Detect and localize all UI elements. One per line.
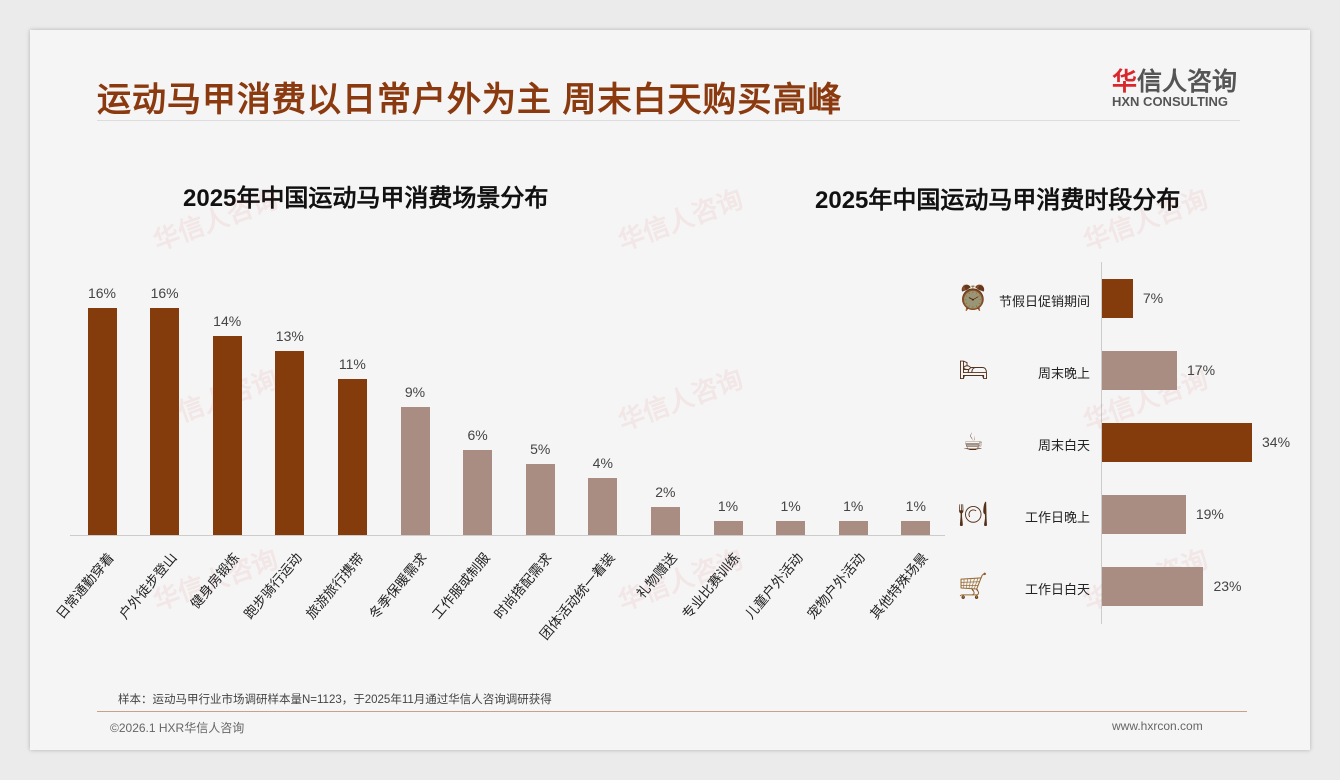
coffee-cup-icon: ☕ <box>962 429 984 456</box>
bar <box>212 336 242 535</box>
page-title: 运动马甲消费以日常户外为主 周末白天购买高峰 <box>97 81 843 119</box>
logo-subtitle: HXN CONSULTING <box>1112 94 1229 109</box>
bar <box>1102 423 1252 462</box>
logo-red-char: 华 <box>1112 68 1138 96</box>
data-label: 4% <box>592 455 613 472</box>
data-label: 1% <box>843 497 864 514</box>
bar <box>1102 351 1177 390</box>
y-axis <box>1101 262 1102 624</box>
dining-icon: 🍽 <box>958 501 989 528</box>
bar <box>776 520 806 535</box>
bar <box>400 407 430 535</box>
bar <box>1102 567 1204 606</box>
data-label: 5% <box>530 441 551 458</box>
data-label: 1% <box>780 497 801 514</box>
bar <box>901 520 931 535</box>
bar <box>1102 279 1133 318</box>
data-label: 13% <box>275 327 304 344</box>
slide <box>30 30 1310 750</box>
bar <box>150 308 180 535</box>
y-tick-label: 节假日促销期间 <box>998 294 1090 309</box>
data-label: 9% <box>404 384 426 401</box>
data-label: 14% <box>213 313 242 330</box>
bar <box>588 478 618 535</box>
bed-icon: 🛏 <box>958 357 989 384</box>
right-chart-title: 2025年中国运动马甲消费时段分布 <box>815 187 1181 214</box>
data-label: 23% <box>1213 578 1242 594</box>
data-label: 16% <box>87 285 117 301</box>
data-label: 19% <box>1195 506 1224 522</box>
footnote: 样本：运动马甲行业市场调研样本量N=1123，于2025年11月通过华信人咨询调… <box>118 694 552 706</box>
logo-text: 信人咨询 <box>1137 68 1238 96</box>
y-tick-label: 工作日白天 <box>1024 582 1090 597</box>
bar <box>650 506 680 535</box>
data-label: 7% <box>1142 290 1164 306</box>
data-label: 11% <box>338 355 366 372</box>
bar <box>275 350 305 535</box>
data-label: 1% <box>717 497 739 514</box>
y-tick-label: 周末白天 <box>1037 438 1090 453</box>
footer-divider <box>97 711 1247 712</box>
data-label: 1% <box>905 497 926 514</box>
data-label: 17% <box>1187 362 1216 378</box>
logo: 华信人咨询 <box>1112 62 1237 98</box>
x-axis <box>70 535 945 536</box>
y-tick-label: 工作日晚上 <box>1024 510 1090 525</box>
y-tick-label: 周末晚上 <box>1037 366 1090 381</box>
divider <box>97 120 1240 121</box>
data-label: 34% <box>1262 434 1291 450</box>
alarm-clock-icon: ⏰ <box>958 285 988 312</box>
shopping-cart-icon: 🛒 <box>958 573 988 600</box>
bar <box>337 378 367 535</box>
bar <box>463 449 493 535</box>
data-label: 16% <box>150 285 179 301</box>
bar <box>713 520 743 535</box>
data-label: 2% <box>655 483 676 500</box>
bar <box>838 520 868 535</box>
website-link[interactable]: www.hxrcon.com <box>1112 719 1203 733</box>
bar <box>1102 495 1186 534</box>
left-chart-title: 2025年中国运动马甲消费场景分布 <box>183 185 549 212</box>
data-label: 6% <box>467 426 488 443</box>
bar <box>87 308 117 535</box>
copyright: ©2026.1 HXR华信人咨询 <box>110 721 245 735</box>
bar <box>525 464 555 535</box>
